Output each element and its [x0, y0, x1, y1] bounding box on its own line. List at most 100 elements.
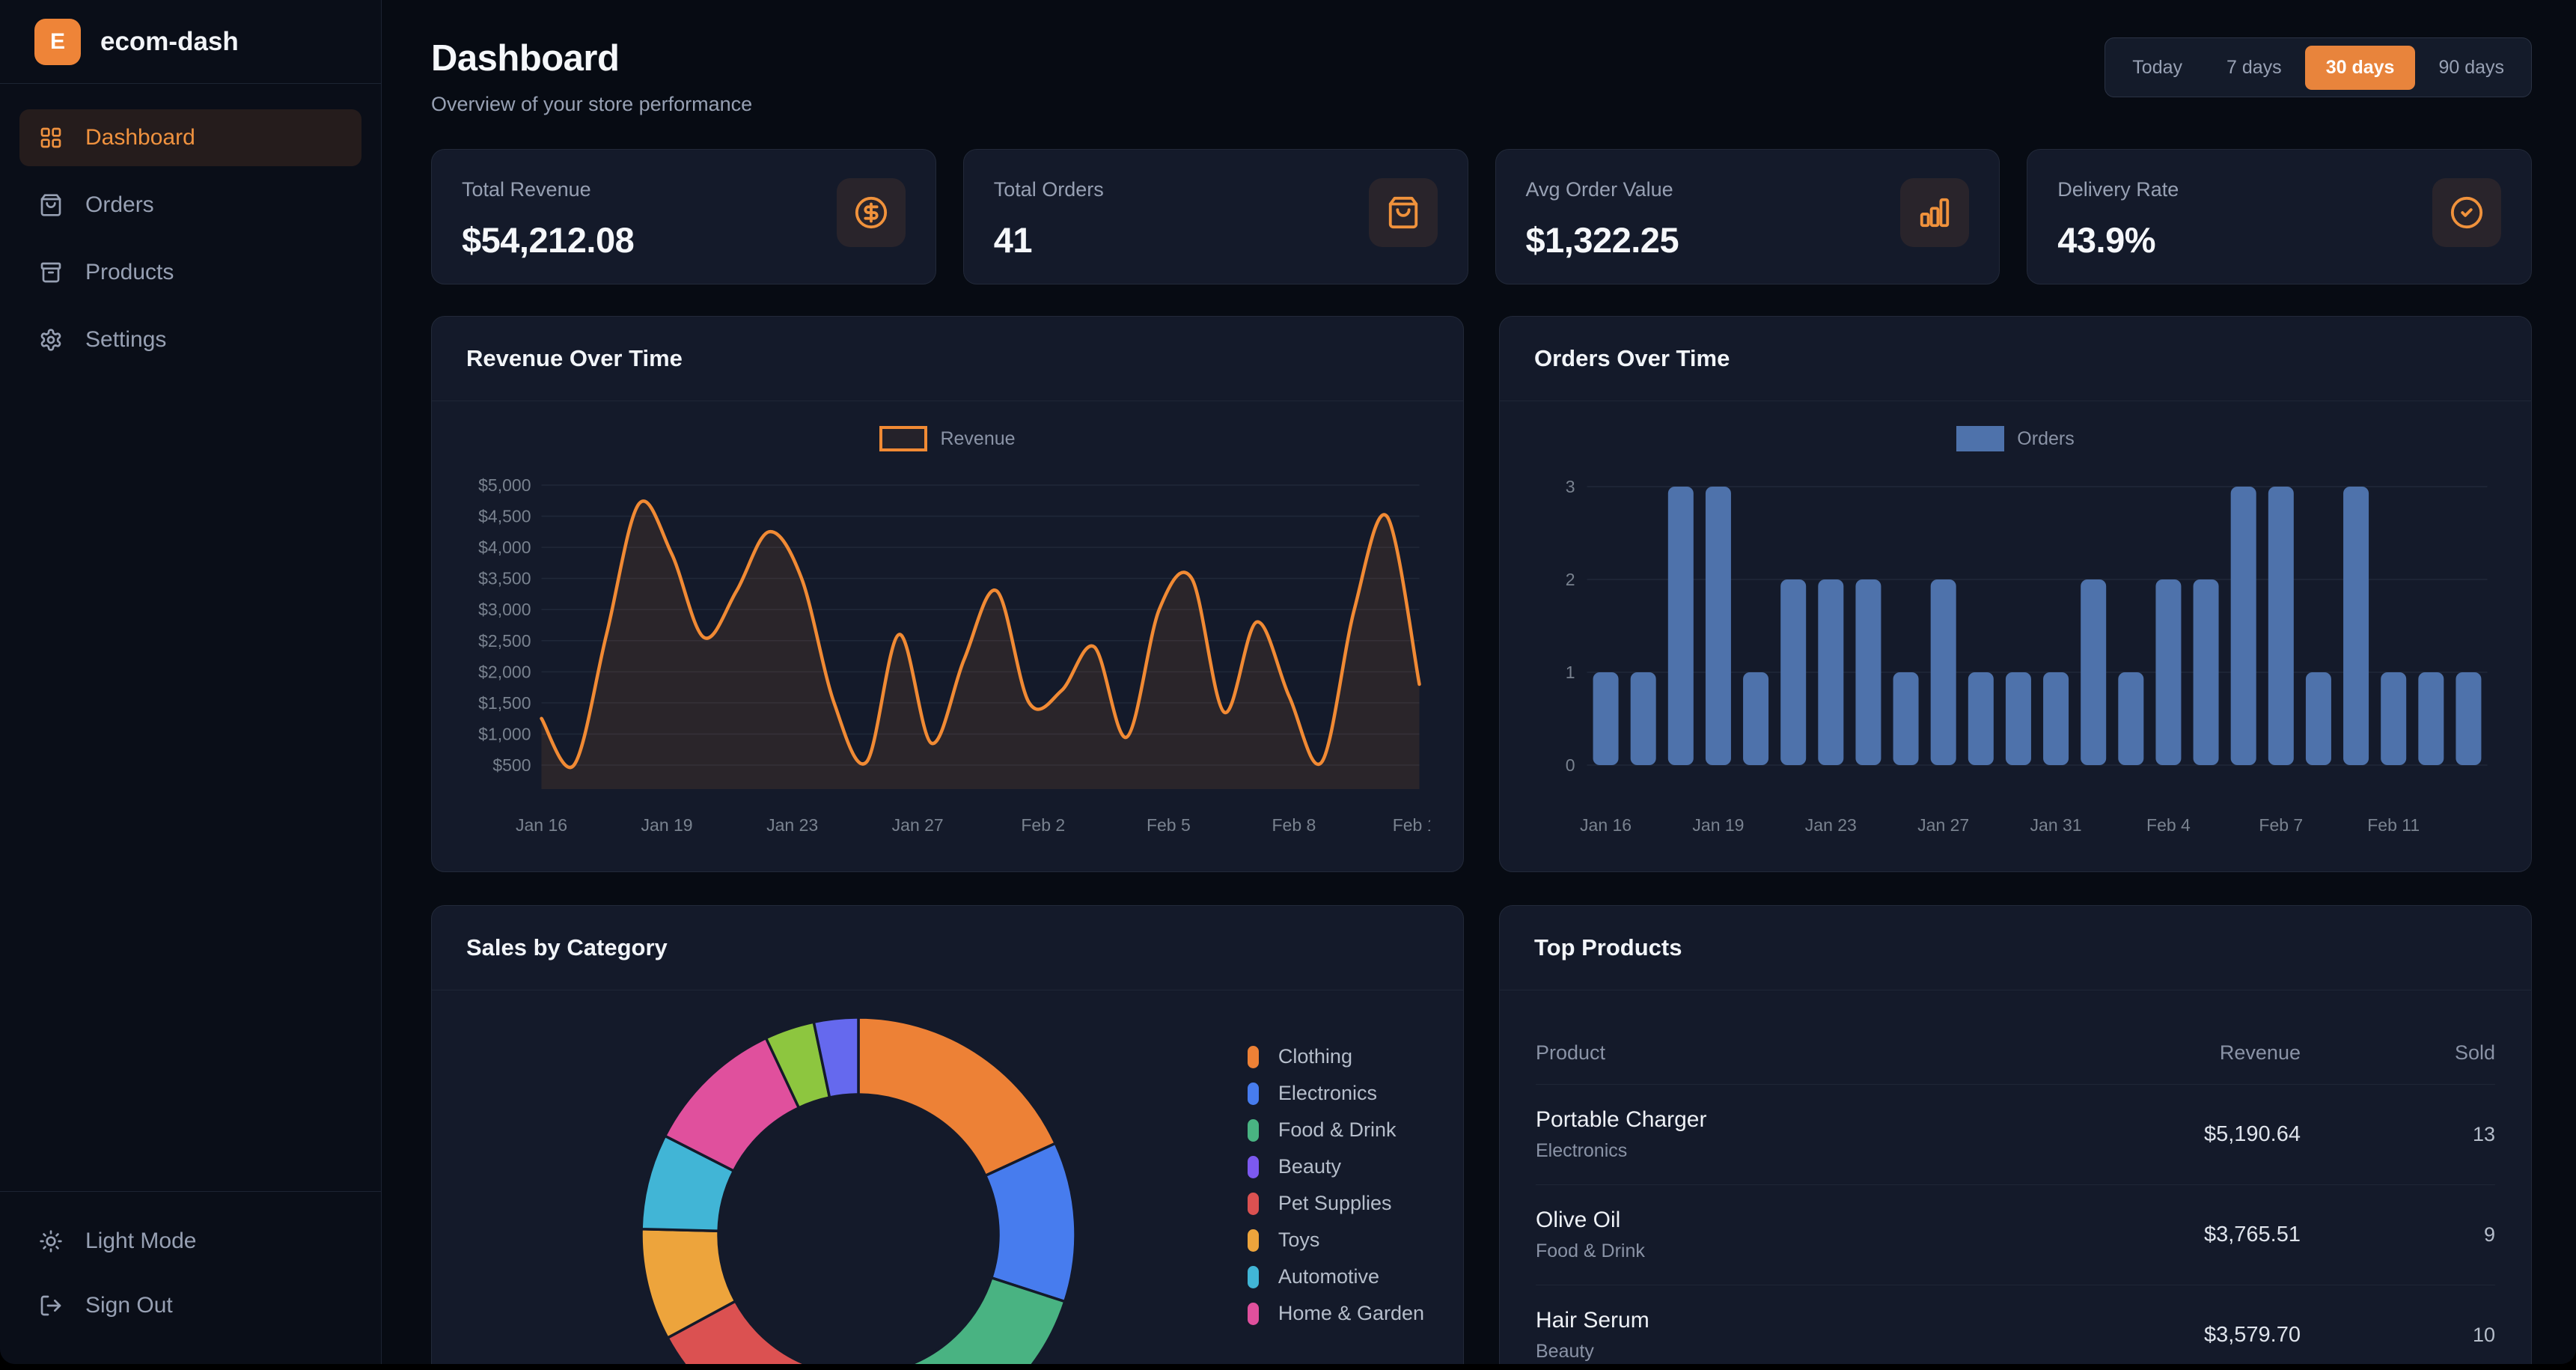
stat-label: Avg Order Value [1525, 178, 1673, 201]
svg-text:Feb 5: Feb 5 [1147, 815, 1191, 835]
sidebar-item-settings[interactable]: Settings [19, 311, 361, 368]
svg-text:3: 3 [1566, 477, 1575, 496]
page-title: Dashboard [431, 38, 620, 79]
sidebar-item-dashboard[interactable]: Dashboard [19, 109, 361, 166]
legend-dot [1247, 1118, 1259, 1142]
sidebar-footer-item-sign-out[interactable]: Sign Out [19, 1277, 361, 1334]
sidebar-spacer [0, 394, 381, 1191]
range-button-90-days[interactable]: 90 days [2417, 46, 2525, 90]
main-content: Dashboard Overview of your store perform… [382, 0, 2576, 1364]
range-button-today[interactable]: Today [2111, 46, 2203, 90]
svg-text:Jan 27: Jan 27 [1917, 815, 1969, 835]
legend-item-beauty[interactable]: Beauty [1247, 1155, 1424, 1178]
table-header-row: Product Revenue Sold [1536, 1020, 2495, 1085]
nav-item-label: Dashboard [85, 125, 195, 150]
legend-item-clothing[interactable]: Clothing [1247, 1045, 1424, 1068]
orders-legend-swatch [1956, 426, 2005, 451]
orders-bar-chart: 0 1 2 3 Jan 16 Jan 19 Jan 23 Jan 27 Jan 31 Feb 4 F… [1566, 477, 2488, 835]
legend-dot [1247, 1082, 1259, 1105]
sidebar-footer: Light Mode Sign Out [0, 1191, 381, 1364]
product-category: Electronics [1536, 1140, 1628, 1161]
svg-text:2: 2 [1566, 570, 1575, 589]
product-category: Food & Drink [1536, 1240, 1645, 1261]
category-legend: Clothing Electronics Food & Drink Beauty Pet… [1247, 1045, 1424, 1325]
stat-icon-box [2432, 178, 2501, 247]
stat-cards-row: Total Revenue $54,212.08 Total Orders 41 Avg… [431, 149, 2532, 284]
orders-chart-body: Orders 0 1 2 3 Jan 16 Jan 19 Jan 23 Jan 27 Jan 3… [1500, 401, 2531, 871]
stat-value: $54,212.08 [462, 220, 635, 260]
archive-box-icon [40, 262, 61, 283]
legend-dot [1247, 1045, 1259, 1068]
legend-dot [1247, 1302, 1259, 1325]
revenue-chart-body: Revenue $500 $1,000 $1,500 $2,000 $2,500 $3,0… [432, 401, 1463, 871]
svg-text:Jan 16: Jan 16 [516, 815, 567, 835]
svg-text:$1,000: $1,000 [478, 724, 531, 743]
legend-item-food-drink[interactable]: Food & Drink [1247, 1118, 1424, 1142]
category-chart-title: Sales by Category [432, 906, 1463, 990]
svg-text:$2,000: $2,000 [478, 662, 531, 681]
sidebar-item-products[interactable]: Products [19, 244, 361, 301]
product-revenue: $5,190.64 [2203, 1122, 2301, 1146]
orders-chart-title: Orders Over Time [1500, 317, 2531, 401]
nav-item-label: Products [85, 260, 174, 284]
svg-text:$3,000: $3,000 [478, 600, 531, 619]
table-row-hair-serum[interactable]: Hair Serum Beauty $3,579.70 10 [1536, 1285, 2495, 1364]
svg-text:Jan 19: Jan 19 [641, 815, 693, 835]
gear-icon [40, 329, 61, 351]
legend-label: Toys [1278, 1229, 1320, 1251]
range-button-30-days[interactable]: 30 days [2304, 45, 2416, 90]
sidebar-footer-item-light-mode[interactable]: Light Mode [19, 1213, 361, 1270]
legend-item-pet-supplies[interactable]: Pet Supplies [1247, 1192, 1424, 1215]
stat-label: Total Orders [993, 178, 1104, 201]
legend-item-home-garden[interactable]: Home & Garden [1247, 1302, 1424, 1325]
dashboard-grid-icon [40, 127, 61, 148]
legend-label: Electronics [1278, 1082, 1377, 1104]
svg-text:Jan 31: Jan 31 [2030, 815, 2082, 835]
sidebar-item-orders[interactable]: Orders [19, 177, 361, 234]
revenue-legend: Revenue [465, 415, 1430, 463]
svg-text:1: 1 [1566, 663, 1575, 682]
range-button-7-days[interactable]: 7 days [2206, 46, 2303, 90]
stat-value: 43.9% [2057, 220, 2156, 260]
brand: E ecom-dash [0, 0, 381, 84]
stat-card-total-revenue: Total Revenue $54,212.08 [431, 149, 936, 284]
legend-item-electronics[interactable]: Electronics [1247, 1082, 1424, 1105]
revenue-line-chart: $500 $1,000 $1,500 $2,000 $2,500 $3,000 $3,500… [478, 475, 1430, 835]
revenue-chart-card: Revenue Over Time Revenue $500 $1,000 $1,5… [431, 316, 1464, 872]
category-donut-chart [640, 1016, 1077, 1364]
stat-label: Total Revenue [462, 178, 591, 201]
legend-dot [1247, 1229, 1259, 1252]
table-row-portable-charger[interactable]: Portable Charger Electronics $5,190.64 13 [1536, 1085, 2495, 1185]
product-sold: 13 [2472, 1123, 2495, 1145]
product-name: Hair Serum [1536, 1308, 1649, 1333]
svg-text:$1,500: $1,500 [478, 693, 531, 713]
legend-item-automotive[interactable]: Automotive [1247, 1265, 1424, 1288]
legend-label: Clothing [1278, 1045, 1352, 1068]
shopping-bag-icon [40, 194, 61, 216]
top-products-table: Product Revenue Sold Portable Charger Ele… [1500, 990, 2531, 1364]
svg-text:$4,500: $4,500 [478, 507, 531, 526]
product-category: Beauty [1536, 1341, 1594, 1362]
svg-text:$500: $500 [492, 755, 531, 775]
orders-legend: Orders [1533, 415, 2498, 463]
stat-value: $1,322.25 [1525, 220, 1679, 260]
legend-dot [1247, 1155, 1259, 1178]
svg-text:$4,000: $4,000 [478, 538, 531, 557]
page-subtitle: Overview of your store performance [431, 93, 753, 115]
nav-item-label: Orders [85, 192, 154, 217]
brand-logo: E [34, 18, 81, 65]
table-row-olive-oil[interactable]: Olive Oil Food & Drink $3,765.51 9 [1536, 1185, 2495, 1285]
svg-text:Feb 7: Feb 7 [2259, 815, 2303, 835]
legend-dot [1247, 1192, 1259, 1215]
product-name: Olive Oil [1536, 1208, 1621, 1232]
sidebar-nav: Dashboard Orders Products Settings [0, 84, 381, 394]
svg-text:Jan 19: Jan 19 [1692, 815, 1744, 835]
svg-text:Jan 23: Jan 23 [1805, 815, 1857, 835]
shopping-bag-icon [1388, 196, 1417, 229]
charts-row: Revenue Over Time Revenue $500 $1,000 $1,5… [431, 316, 2532, 872]
table-body: Portable Charger Electronics $5,190.64 13 Ol… [1536, 1085, 2495, 1364]
legend-item-toys[interactable]: Toys [1247, 1229, 1424, 1252]
column-header-product: Product [1536, 1041, 1606, 1064]
svg-text:Feb 4: Feb 4 [2146, 815, 2191, 835]
product-name: Portable Charger [1536, 1107, 1707, 1132]
